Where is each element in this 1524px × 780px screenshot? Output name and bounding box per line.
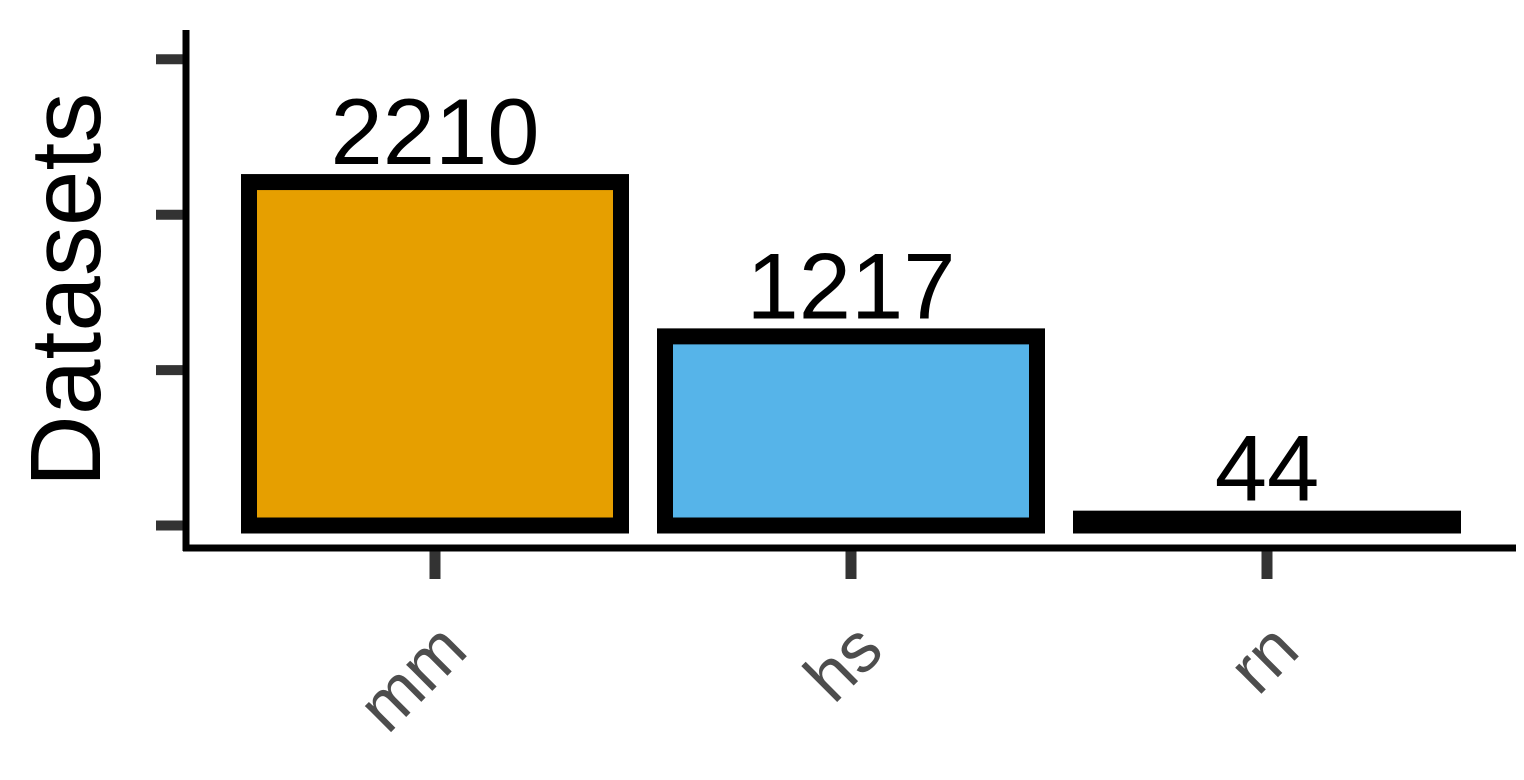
value-label-rn: 44 xyxy=(1215,416,1320,521)
x-tick-label-hs: hs xyxy=(789,609,896,716)
x-tick-label-rn: rn xyxy=(1214,609,1313,708)
bar-mm xyxy=(241,174,629,534)
x-axis-tick-labels: mm hs rn xyxy=(343,609,1313,747)
value-label-hs: 1217 xyxy=(746,233,955,338)
bar-rn xyxy=(1073,510,1461,534)
value-labels: 2210 1217 44 xyxy=(330,79,1319,521)
bars xyxy=(241,174,1461,534)
x-tick-label-mm: mm xyxy=(343,609,481,747)
y-axis-title: Datasets xyxy=(10,93,122,488)
value-label-mm: 2210 xyxy=(330,79,539,184)
bar-hs xyxy=(657,328,1045,534)
x-axis-ticks xyxy=(429,548,1273,579)
y-axis-ticks xyxy=(156,54,186,531)
